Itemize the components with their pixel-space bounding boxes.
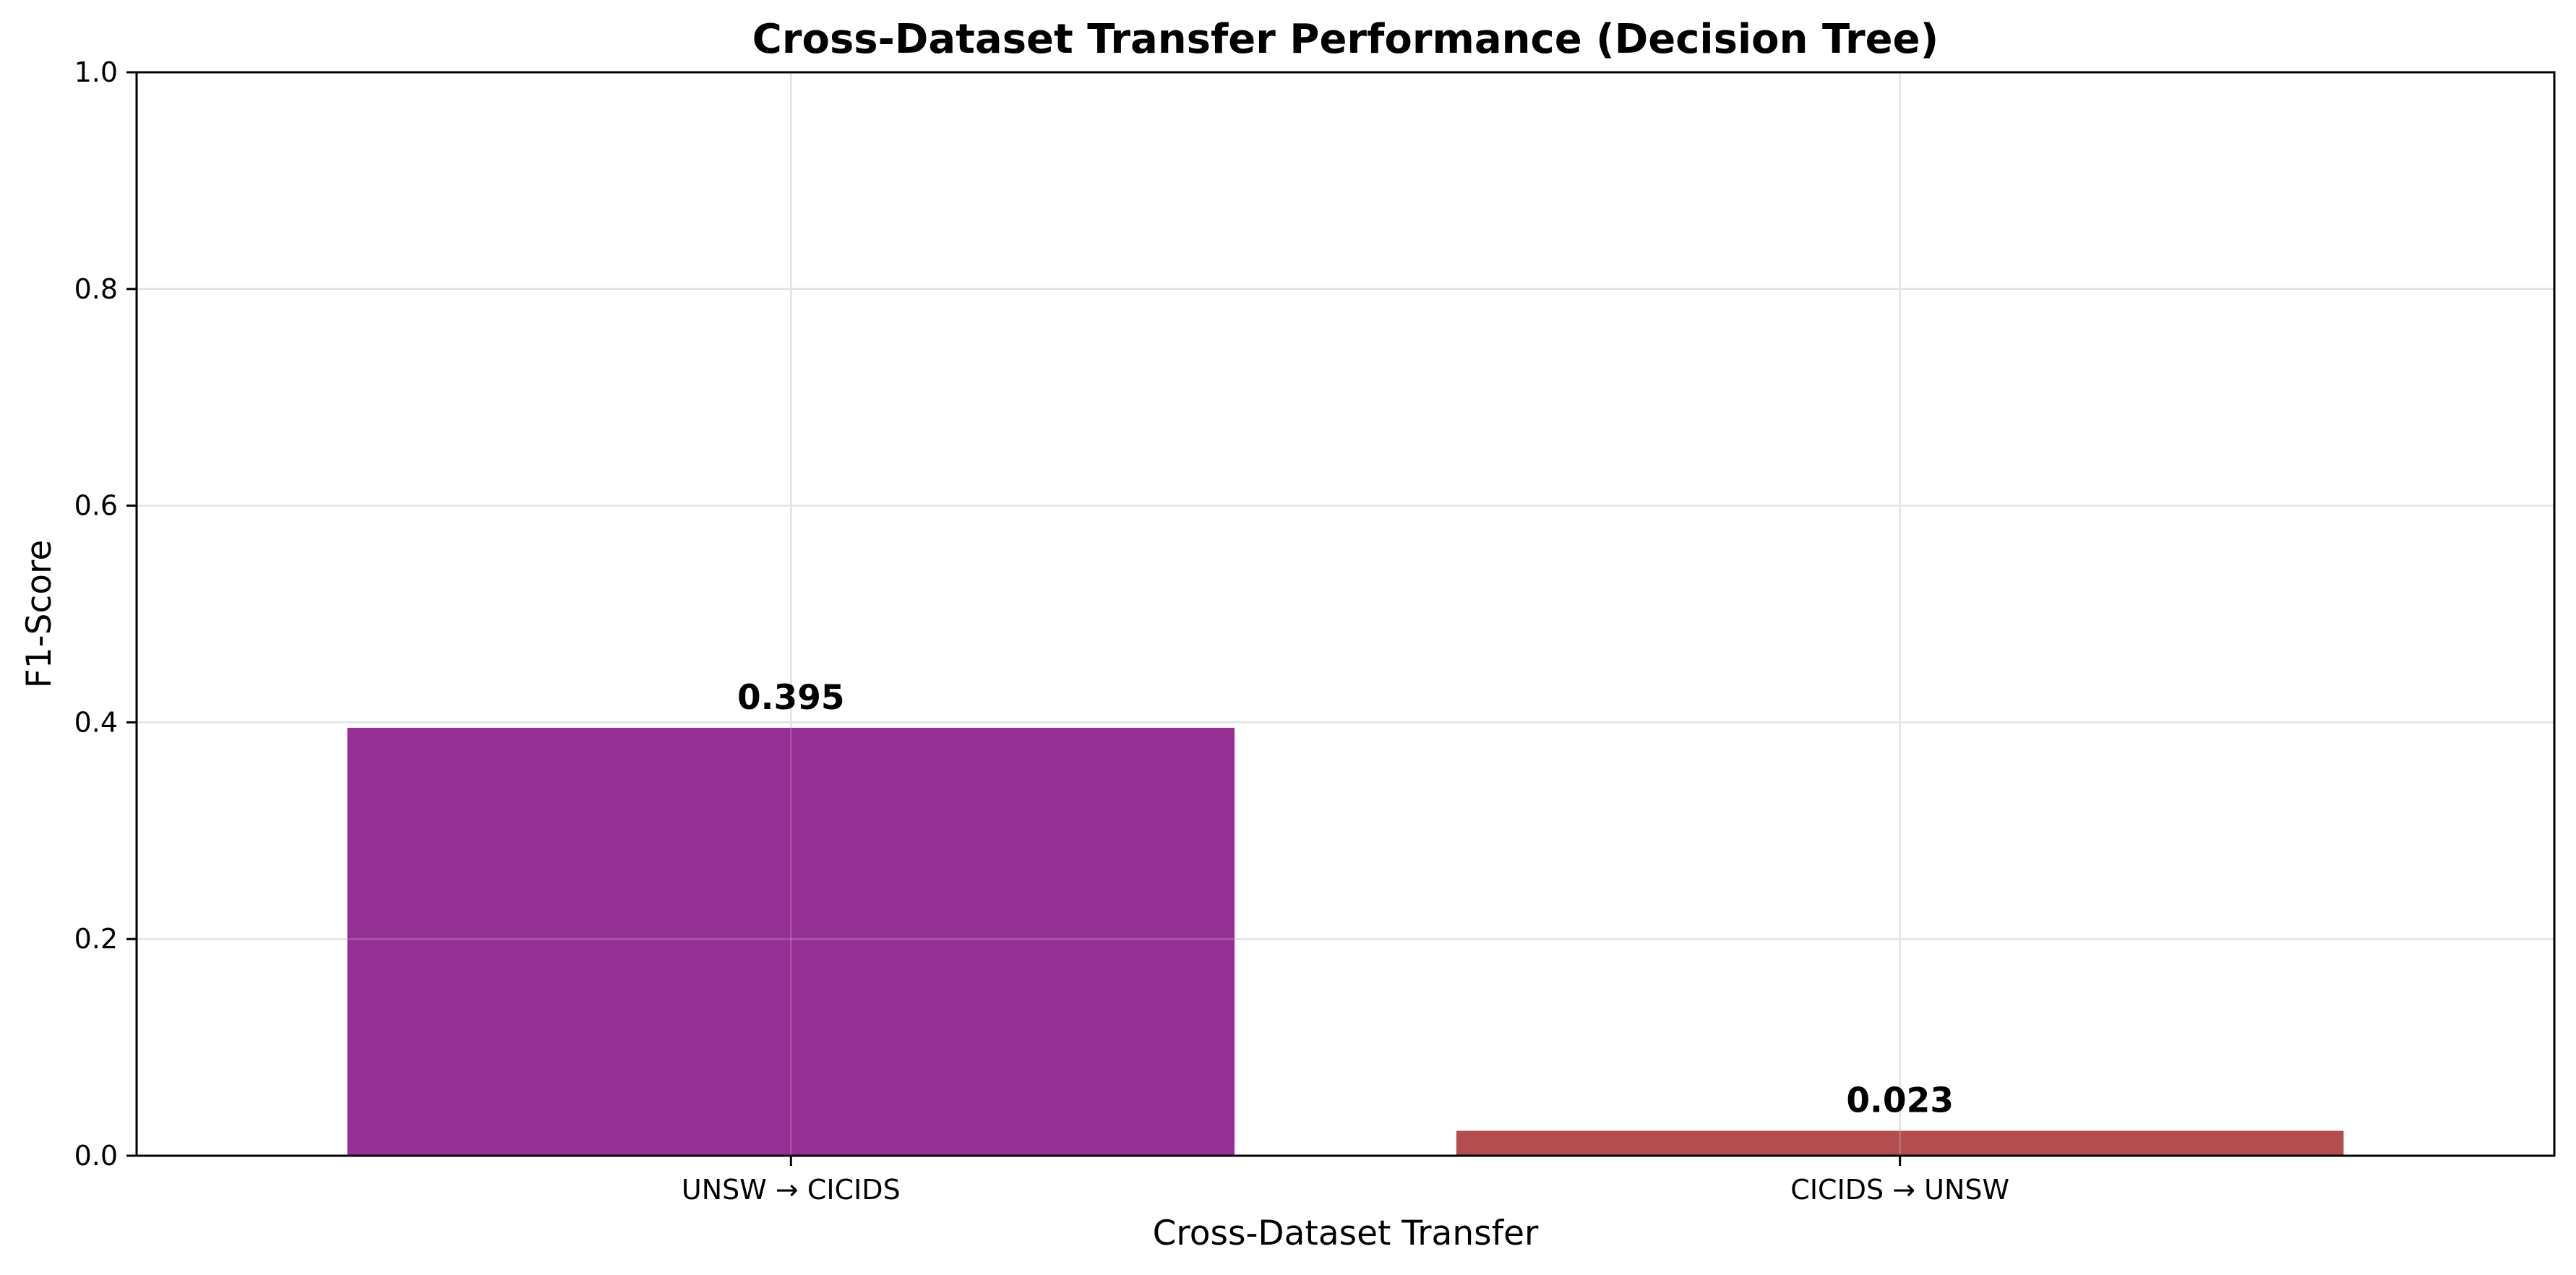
x-tick-label: CICIDS → UNSW [1790, 1174, 2009, 1206]
ticks-layer: 0.0 0.2 0.4 0.6 0.8 1.0 UNSW → CICIDS CICIDS → … [74, 56, 2010, 1206]
x-axis-label: Cross-Dataset Transfer [1153, 1214, 1539, 1253]
x-tick-label: UNSW → CICIDS [682, 1174, 901, 1206]
y-tick-label: 0.4 [74, 706, 118, 738]
y-tick-label: 0.8 [74, 273, 118, 305]
bar-value-label: 0.023 [1846, 1081, 1954, 1121]
y-tick-label: 0.2 [74, 923, 118, 955]
chart-title: Cross-Dataset Transfer Performance (Deci… [752, 16, 1939, 63]
labels-layer: 0.395 0.023 [737, 678, 1954, 1121]
y-axis-label: F1-Score [20, 540, 59, 689]
bars-layer [347, 727, 2344, 1156]
y-tick-label: 1.0 [74, 56, 118, 88]
y-tick-label: 0.6 [74, 490, 118, 522]
bar [347, 727, 1235, 1156]
bar [1456, 1130, 2344, 1156]
bar-value-label: 0.395 [737, 678, 845, 718]
plot-frame [135, 71, 2556, 1157]
y-tick-label: 0.0 [74, 1140, 118, 1172]
